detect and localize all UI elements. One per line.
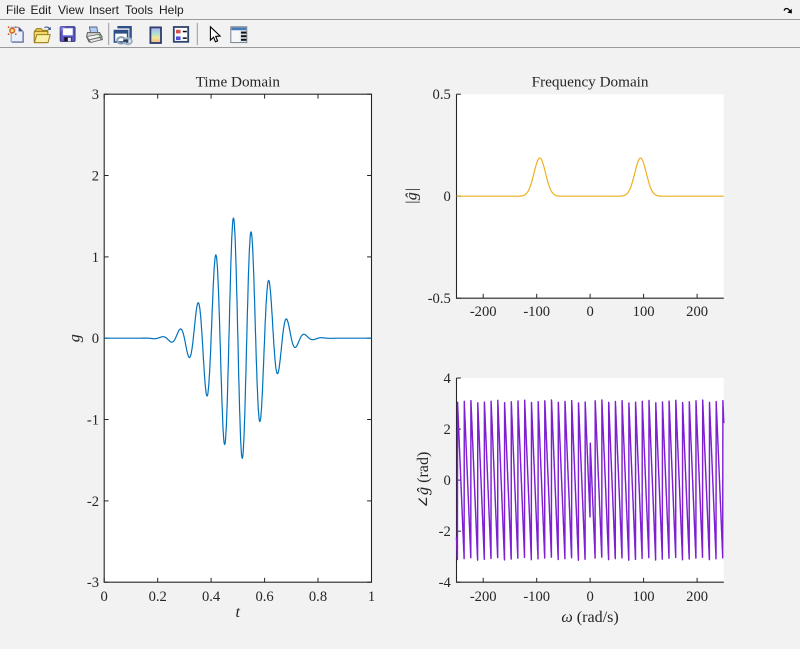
svg-text:0: 0 <box>586 304 593 320</box>
svg-text:0.5: 0.5 <box>433 87 451 103</box>
svg-text:0: 0 <box>586 589 593 605</box>
svg-text:-4: -4 <box>439 575 452 591</box>
svg-text:-2: -2 <box>439 524 451 540</box>
svg-text:0.2: 0.2 <box>149 589 167 605</box>
svg-text:t: t <box>236 604 241 621</box>
svg-text:-0.5: -0.5 <box>428 291 451 307</box>
svg-text:1: 1 <box>92 250 99 266</box>
svg-text:2: 2 <box>92 168 99 184</box>
svg-text:-3: -3 <box>87 575 99 591</box>
svg-text:-2: -2 <box>87 494 99 510</box>
svg-text:100: 100 <box>633 589 655 605</box>
svg-text:2: 2 <box>444 422 451 438</box>
svg-text:0.4: 0.4 <box>202 589 221 605</box>
svg-text:-200: -200 <box>470 304 497 320</box>
svg-text:ω (rad/s): ω (rad/s) <box>561 609 618 626</box>
svg-text:100: 100 <box>633 304 655 320</box>
svg-text:Time Domain: Time Domain <box>196 74 281 91</box>
svg-text:0.6: 0.6 <box>255 589 273 605</box>
svg-text:g: g <box>66 334 83 342</box>
svg-text:0: 0 <box>101 589 108 605</box>
svg-text:ĝ (rad): ĝ (rad) <box>415 452 432 495</box>
svg-text:4: 4 <box>444 371 452 387</box>
svg-text:200: 200 <box>686 589 708 605</box>
svg-text:0: 0 <box>444 473 451 489</box>
svg-text:200: 200 <box>686 304 708 320</box>
svg-text:-1: -1 <box>87 412 99 428</box>
svg-text:3: 3 <box>92 87 99 103</box>
svg-text:Frequency Domain: Frequency Domain <box>532 74 649 91</box>
svg-text:0: 0 <box>444 189 451 205</box>
svg-text:0: 0 <box>92 331 99 347</box>
svg-text:0.8: 0.8 <box>309 589 327 605</box>
svg-text:-200: -200 <box>470 589 497 605</box>
svg-text:-100: -100 <box>523 589 550 605</box>
svg-text:-100: -100 <box>523 304 550 320</box>
svg-text:|ĝ|: |ĝ| <box>404 188 421 205</box>
svg-text:1: 1 <box>368 589 375 605</box>
